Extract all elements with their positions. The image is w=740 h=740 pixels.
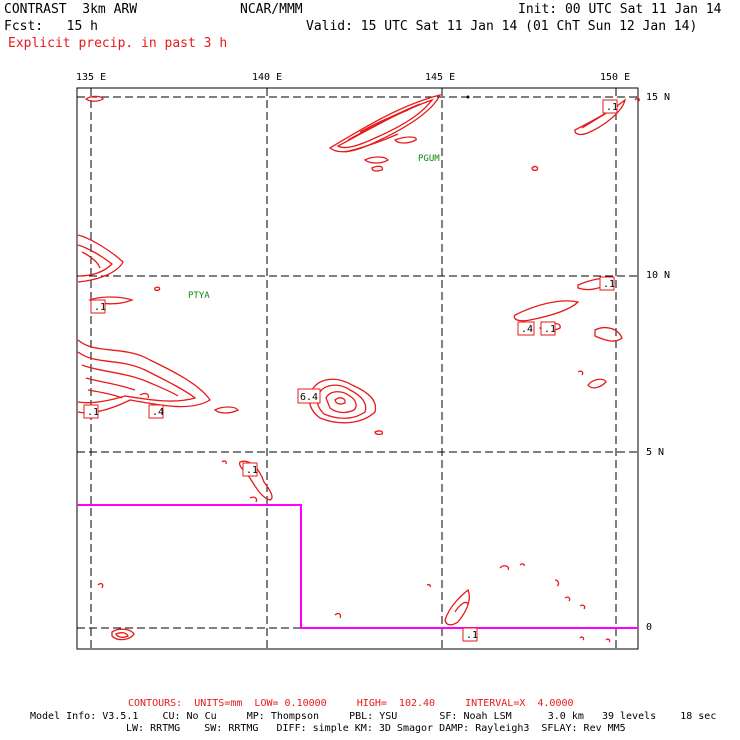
contour-label: .1 (606, 102, 618, 113)
lat-lon-grid (77, 88, 638, 649)
contour-label: .1 (603, 279, 615, 290)
contour-label-texts: .1 .1 .4 .1 .1 .4 .1 6.4 .1 .1 (87, 102, 618, 641)
contour-label: .1 (466, 630, 478, 641)
precip-contours (77, 94, 640, 643)
contours-info: CONTOURS: UNITS=mm LOW= 0.10000 HIGH= 10… (128, 698, 574, 709)
domain-boundary (77, 504, 638, 629)
map-frame (76, 87, 639, 650)
contour-label-boxes (83, 99, 618, 642)
lat-label-10n: 10 N (646, 270, 671, 281)
contour-cluster-central (308, 378, 384, 436)
lat-label-15n: 15 N (646, 92, 671, 103)
lon-label-145: 145 E (425, 72, 456, 83)
lon-label-140: 140 E (252, 72, 283, 83)
station-ptya: PTYA (188, 291, 210, 301)
model-title: CONTRAST 3km ARW (4, 2, 138, 17)
contour-cluster-west-10n (77, 234, 161, 305)
lon-label-135: 135 E (76, 72, 107, 83)
contour-label: 6.4 (300, 392, 318, 403)
station-pgum: PGUM (418, 154, 440, 164)
contour-label: .1 (87, 407, 99, 418)
valid-time: Valid: 15 UTC Sat 11 Jan 14 (01 ChT Sun … (306, 19, 698, 34)
point-marker (466, 95, 470, 99)
station-labels: PGUM PTYA (188, 154, 440, 301)
contour-label: .1 (544, 324, 556, 335)
model-info-2: LW: RRTMG SW: RRTMG DIFF: simple KM: 3D … (126, 723, 626, 734)
forecast-hour: Fcst: 15 h (4, 19, 98, 34)
contour-cluster-west-7n (77, 339, 239, 414)
contour-cluster-south (97, 563, 611, 643)
contour-label: .4 (152, 407, 164, 418)
init-time: Init: 00 UTC Sat 11 Jan 14 (518, 2, 722, 17)
organization: NCAR/MMM (240, 2, 303, 17)
contour-cluster-east-9n (513, 165, 623, 389)
field-title: Explicit precip. in past 3 h (8, 36, 228, 51)
contour-label: .4 (521, 324, 533, 335)
lon-label-150: 150 E (600, 72, 631, 83)
contour-label: .1 (94, 302, 106, 313)
contour-label: .1 (246, 465, 258, 476)
contour-cluster-guam (328, 94, 442, 172)
lat-label-0: 0 (646, 622, 653, 633)
lat-label-5n: 5 N (646, 447, 665, 458)
model-info-1: Model Info: V3.5.1 CU: No Cu MP: Thompso… (30, 711, 717, 722)
